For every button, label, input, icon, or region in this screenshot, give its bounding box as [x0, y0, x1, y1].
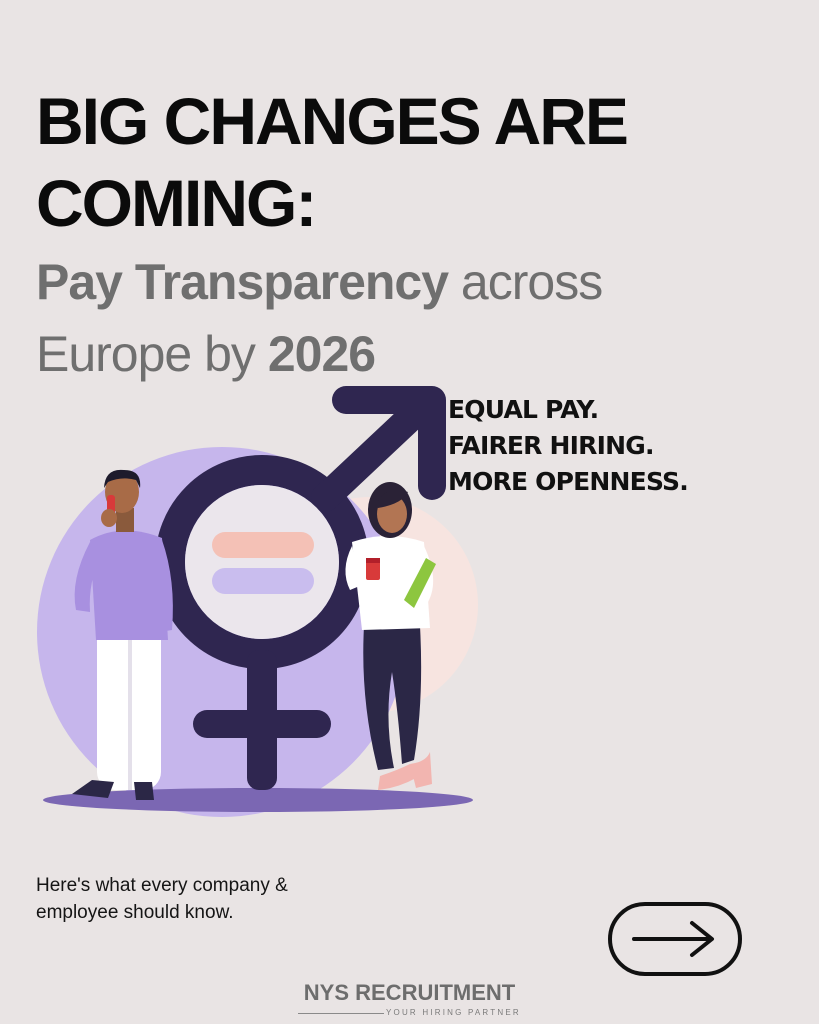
woman-figure-icon	[345, 482, 436, 790]
headline-line-2: COMING:	[36, 166, 317, 240]
next-slide-button[interactable]	[608, 902, 742, 976]
headline-line-1: BIG CHANGES ARE	[36, 84, 629, 158]
intro-note: Here's what every company & employee sho…	[36, 872, 288, 926]
intro-note-line-1: Here's what every company &	[36, 875, 288, 896]
arrow-right-icon	[632, 921, 714, 957]
tagline-line-1: EQUAL PAY.	[448, 395, 599, 424]
equals-top-bar	[212, 532, 314, 558]
equals-bottom-bar	[212, 568, 314, 594]
brand-name: NYS RECRUITMENT	[303, 980, 516, 1005]
subheadline: Pay Transparency across Europe by 2026	[36, 246, 603, 390]
intro-note-line-2: employee should know.	[36, 902, 234, 923]
brand-tagline: YOUR HIRING PARTNER	[384, 1007, 523, 1019]
tagline-line-2: FAIRER HIRING.	[448, 431, 654, 460]
man-figure-icon	[72, 469, 173, 800]
symbol-inner-circle	[185, 485, 339, 639]
subheadline-bold-1: Pay Transparency	[36, 254, 449, 310]
tagline: EQUAL PAY. FAIRER HIRING. MORE OPENNESS.	[448, 392, 689, 500]
tagline-line-3: MORE OPENNESS.	[448, 467, 689, 496]
headline: BIG CHANGES ARE COMING:	[36, 80, 629, 244]
subheadline-text-2: Europe by	[36, 326, 268, 382]
subheadline-text-1: across	[448, 254, 603, 310]
gender-equality-illustration	[37, 386, 478, 817]
brand-logo: NYS RECRUITMENT YOUR HIRING PARTNER	[0, 980, 819, 1019]
subheadline-year: 2026	[267, 326, 376, 382]
